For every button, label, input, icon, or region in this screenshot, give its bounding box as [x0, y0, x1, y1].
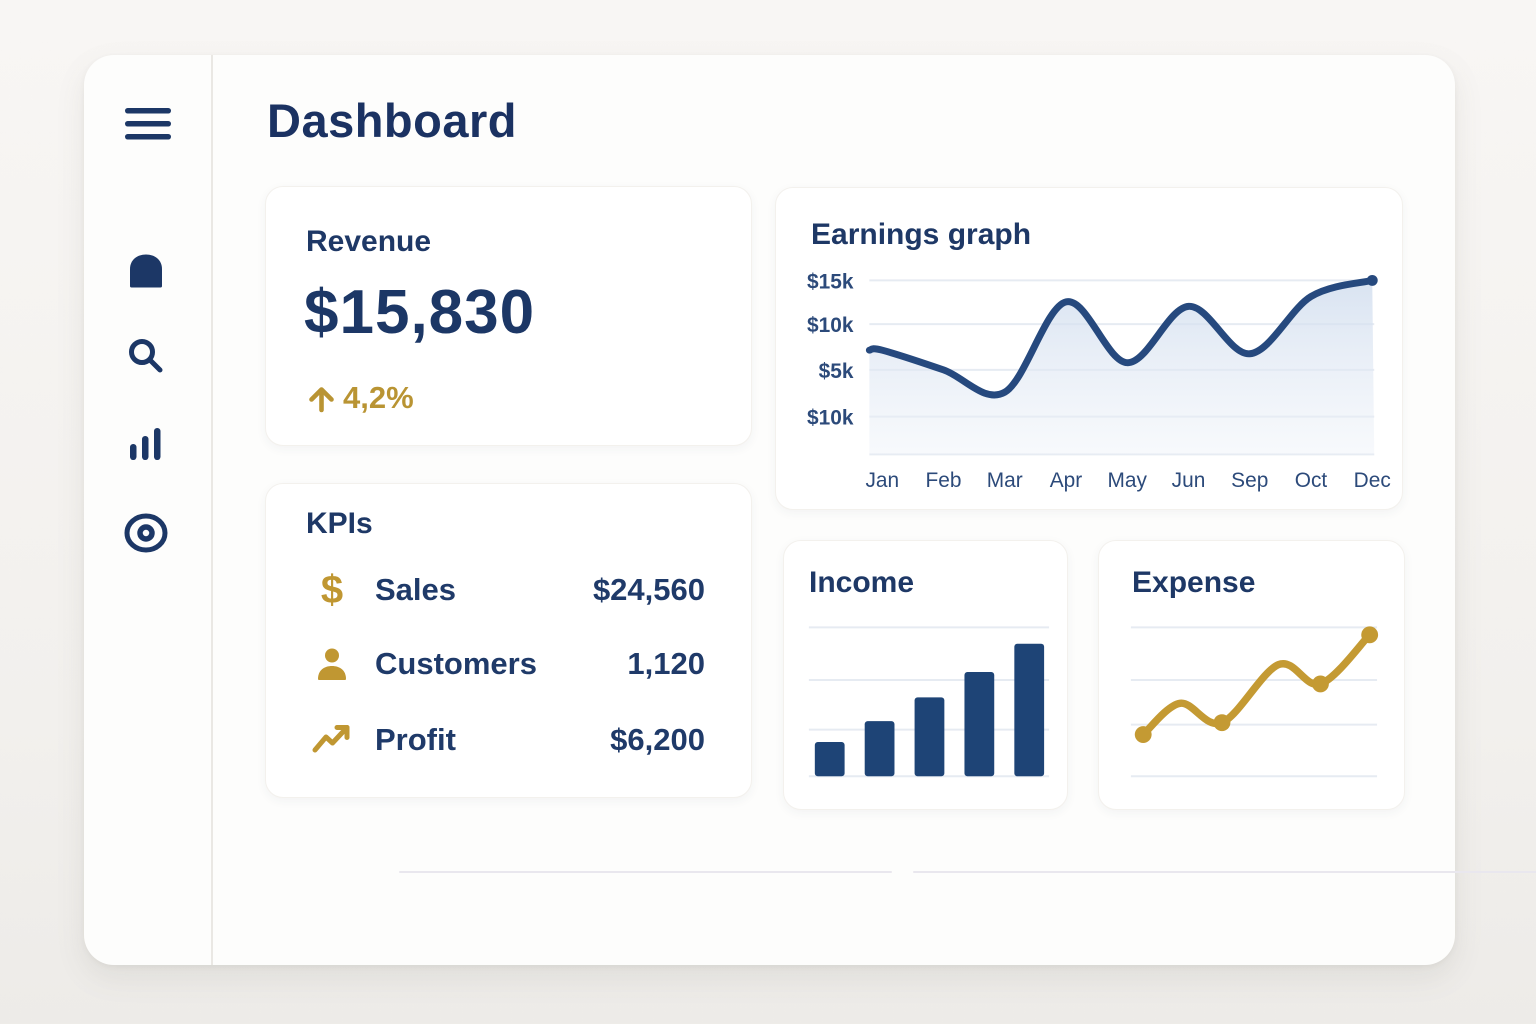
expense-dot: [1361, 626, 1379, 644]
income-card-title: Income: [809, 566, 915, 599]
y-tick-label: $5k: [819, 360, 854, 383]
kpi-label: Profit: [375, 722, 456, 757]
income-card: Income: [783, 540, 1068, 810]
revenue-card-title: Revenue: [306, 225, 432, 258]
kpi-row-sales: $ Sales $24,560: [311, 568, 705, 612]
expense-dot: [1312, 675, 1329, 693]
revenue-change-value: 4,2%: [343, 380, 414, 415]
income-bar: [814, 742, 845, 777]
kpi-value: $6,200: [610, 722, 705, 757]
bookmark-icon: [130, 254, 162, 288]
sidebar-item-search[interactable]: [118, 331, 174, 381]
income-bar: [914, 697, 945, 777]
menu-icon: [125, 108, 171, 140]
kpi-row-customers: Customers 1,120: [311, 642, 705, 686]
expense-dot: [1213, 714, 1231, 732]
app-panel: Dashboard Revenue $15,830 4,2% Earnings …: [84, 55, 1536, 965]
x-tick-label: Feb: [926, 469, 962, 492]
revenue-card: Revenue $15,830 4,2%: [265, 186, 752, 446]
x-tick-label: May: [1108, 469, 1148, 492]
divider-line: [399, 871, 892, 873]
expense-card: Expense: [1098, 540, 1405, 810]
earnings-chart: $15k $10k $5k $10k Jan Feb Mar Apr May Jun Sep Oct D…: [807, 270, 1391, 492]
kpi-row-profit: Profit $6,200: [311, 718, 705, 762]
kpi-label: Customers: [375, 646, 537, 681]
divider-line: [913, 871, 1536, 873]
x-tick-label: Jun: [1172, 469, 1206, 492]
main-content: Dashboard Revenue $15,830 4,2% Earnings …: [215, 55, 1536, 965]
earnings-card: Earnings graph $15k $10k $5k $10k Jan Feb Mar A…: [775, 187, 1403, 510]
target-icon: [124, 513, 168, 553]
expense-card-title: Expense: [1132, 566, 1256, 599]
page-title: Dashboard: [267, 94, 517, 147]
sidebar-item-bookmark[interactable]: [118, 245, 174, 295]
arrow-up-icon: [309, 386, 334, 412]
earnings-card-title: Earnings graph: [811, 218, 1032, 251]
kpi-value: 1,120: [627, 646, 705, 681]
sidebar-item-analytics[interactable]: [118, 419, 174, 469]
dollar-icon: $: [320, 568, 344, 612]
kpis-card-title: KPIs: [306, 507, 373, 540]
y-tick-label: $10k: [807, 314, 854, 337]
kpi-value: $24,560: [592, 572, 705, 607]
sidebar-item-target[interactable]: [118, 508, 174, 558]
revenue-change: 4,2%: [306, 380, 414, 416]
bar-chart-icon: [130, 428, 161, 460]
x-tick-label: Mar: [987, 469, 1023, 492]
x-tick-label: Oct: [1295, 469, 1328, 492]
expense-dot: [1134, 726, 1152, 743]
trend-up-icon: [311, 723, 353, 757]
user-icon: [311, 645, 353, 683]
y-tick-label: $10k: [807, 407, 854, 430]
menu-button[interactable]: [120, 100, 176, 150]
x-tick-label: Sep: [1231, 469, 1268, 492]
x-tick-label: Jan: [865, 469, 899, 492]
revenue-value: $15,830: [304, 278, 536, 347]
sidebar: [84, 55, 213, 965]
x-tick-label: Apr: [1050, 469, 1083, 492]
income-bar: [864, 721, 895, 777]
income-bar: [964, 672, 995, 777]
expense-chart: [1130, 626, 1379, 778]
y-tick-label: $15k: [807, 270, 854, 293]
line-end-dot: [1366, 274, 1378, 286]
x-tick-label: Dec: [1354, 469, 1391, 492]
earnings-line: [865, 276, 1376, 399]
kpis-card: KPIs $ Sales $24,560 Customers 1,120: [265, 483, 752, 798]
expense-line: [1139, 631, 1374, 739]
income-chart: [808, 626, 1050, 778]
kpi-label: Sales: [375, 572, 457, 607]
income-bar: [1014, 643, 1045, 777]
search-icon: [129, 339, 163, 373]
earnings-area: [869, 280, 1375, 455]
